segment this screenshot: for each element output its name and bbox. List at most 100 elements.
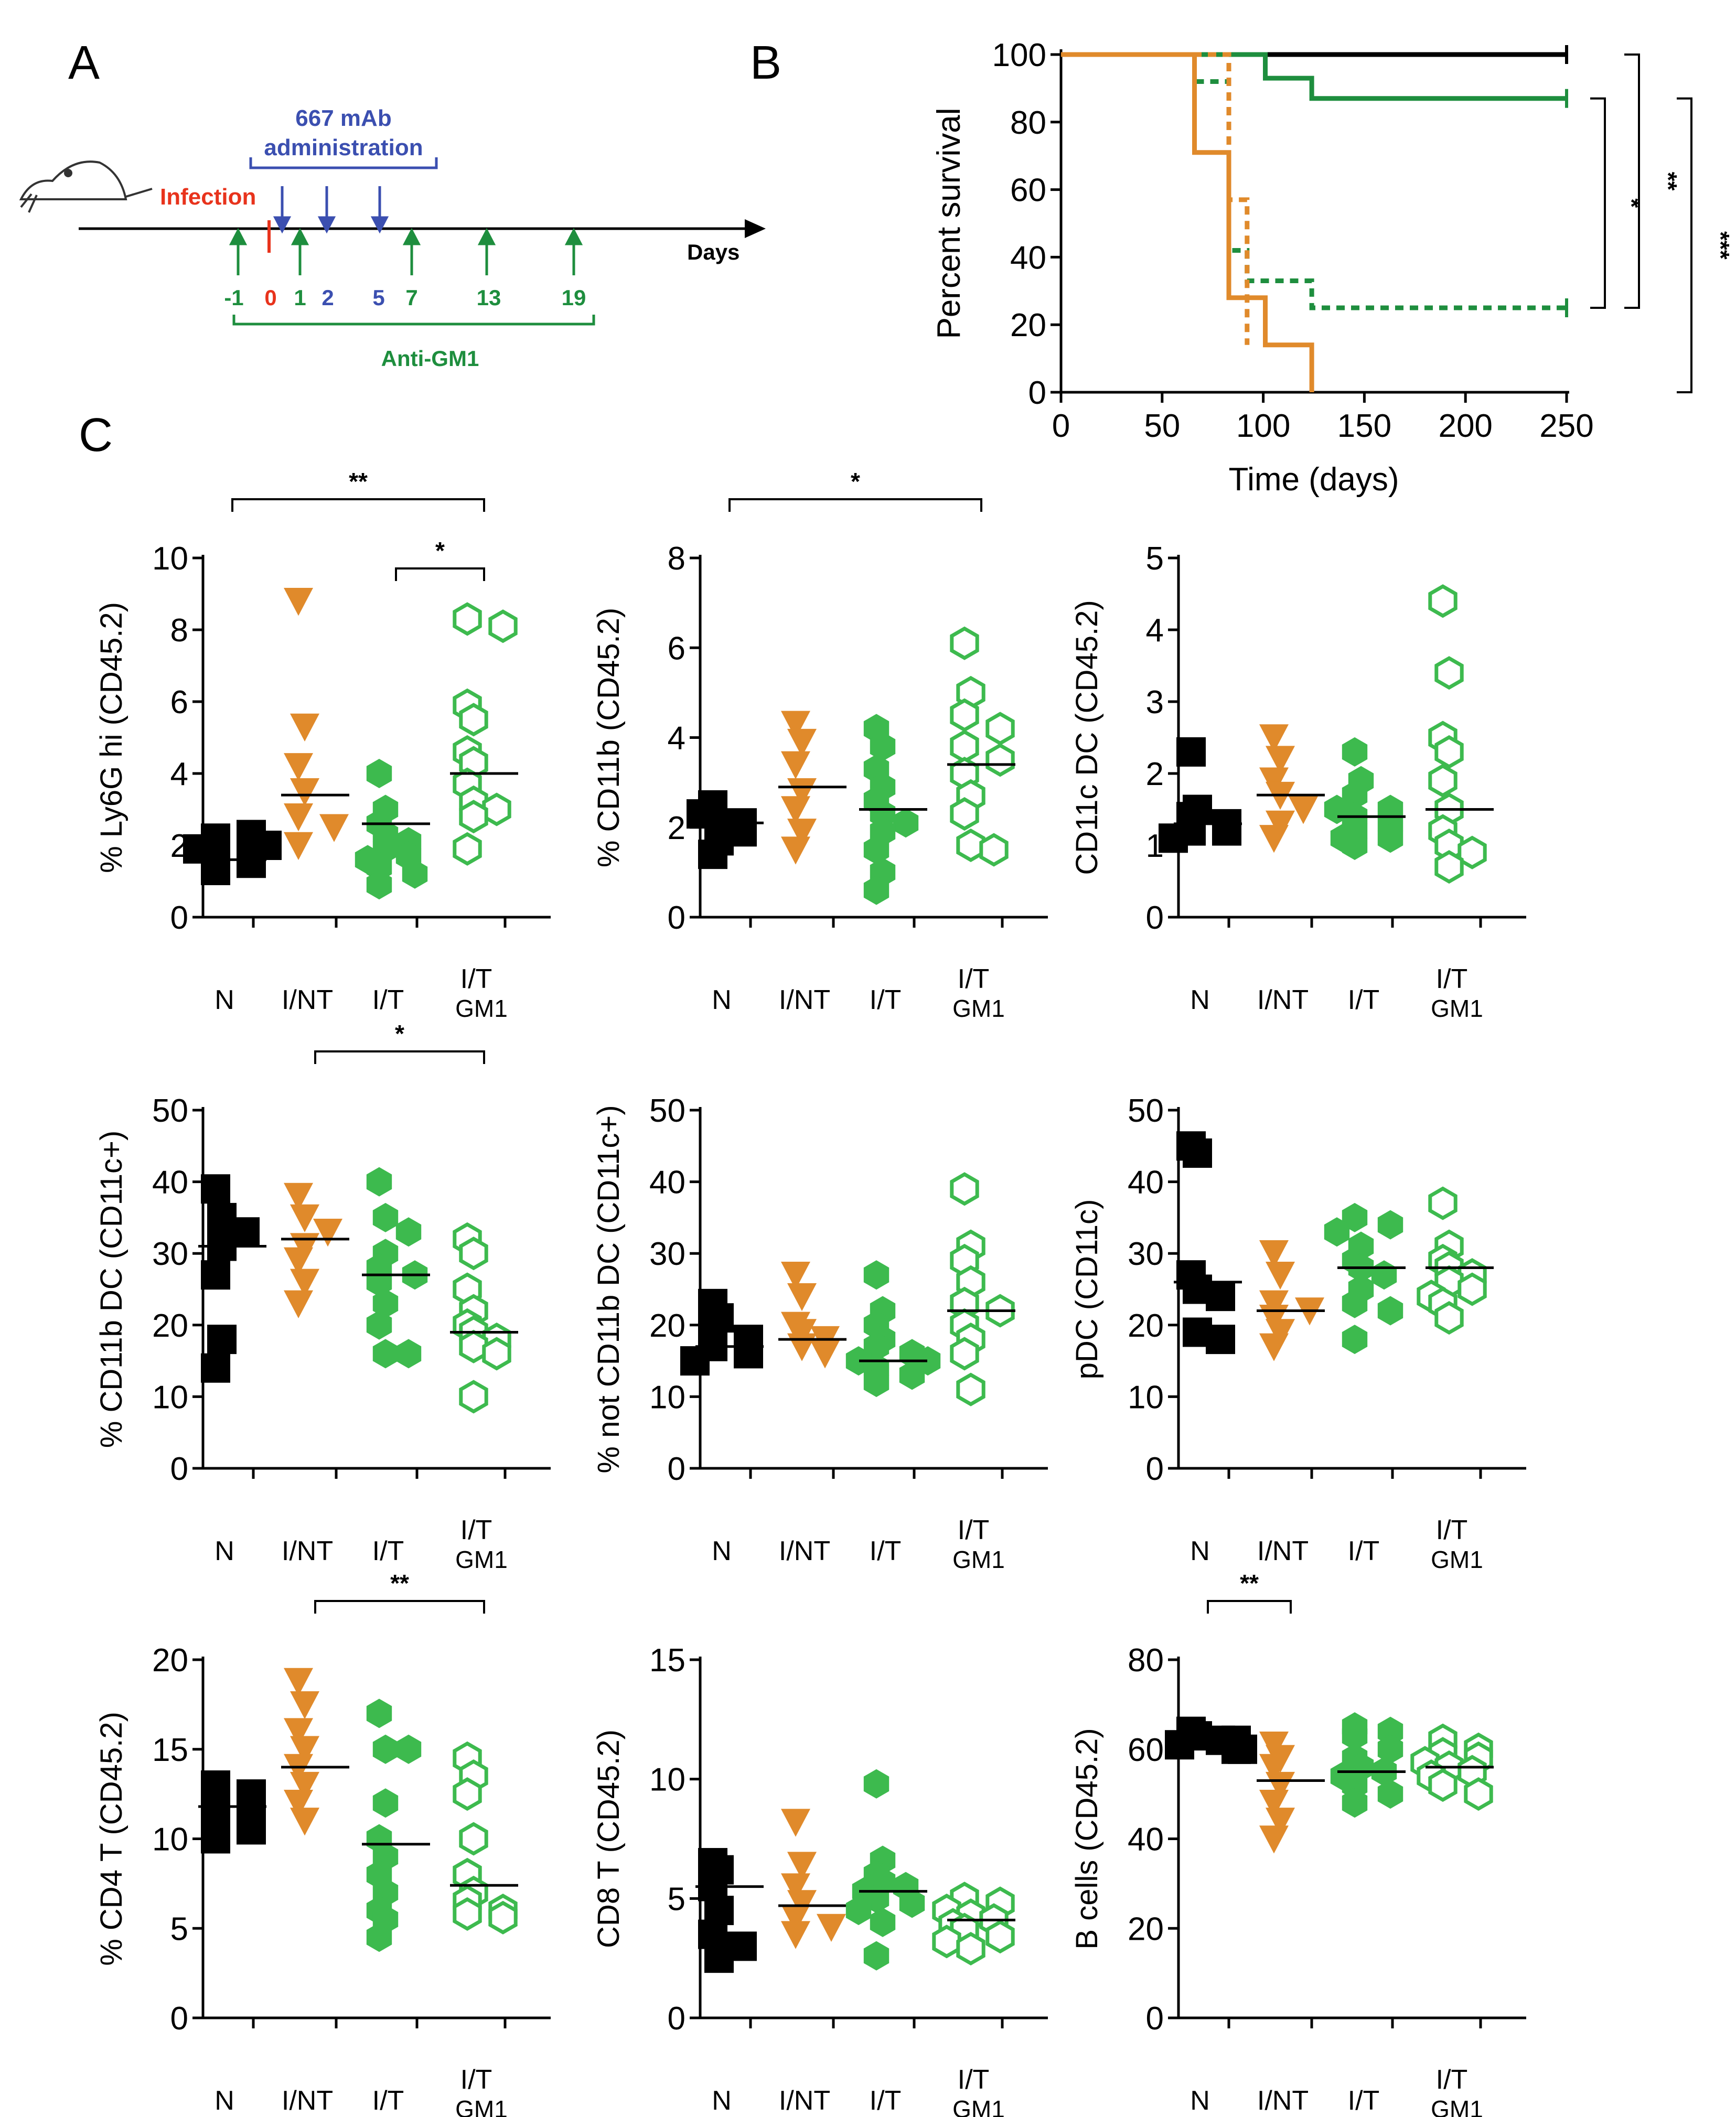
data-point: [313, 1219, 342, 1247]
group-label: I/T: [460, 964, 492, 994]
y-tick-label: 4: [1146, 612, 1164, 649]
significance-bracket: [231, 498, 485, 512]
data-point: [1183, 1138, 1212, 1168]
group-label-line2: GM1: [952, 1546, 1005, 1573]
significance-label: *: [1618, 198, 1645, 208]
data-point: [201, 1260, 230, 1290]
data-point: [1259, 1290, 1289, 1318]
day-label-antigm1: 13: [477, 285, 501, 310]
x-tick-label: 0: [1052, 408, 1070, 444]
timeline-arrowhead: [745, 219, 766, 238]
data-point: [985, 743, 1015, 777]
data-point: [1206, 1282, 1235, 1312]
y-axis-label: Percent survival: [931, 108, 967, 339]
y-tick-label: 2: [1146, 756, 1164, 792]
group-label: N: [712, 1536, 732, 1566]
significance-bracket: [1677, 97, 1692, 393]
group-label-line2: GM1: [1431, 2095, 1483, 2117]
y-tick-label: 30: [649, 1236, 685, 1272]
data-point: [1434, 1301, 1464, 1335]
group-label: I/T: [1348, 1536, 1380, 1566]
y-tick-label: 15: [649, 1642, 685, 1679]
data-point: [985, 712, 1015, 746]
data-point: [284, 1790, 313, 1818]
group-label: I/T: [372, 1536, 404, 1566]
y-tick-label: 100: [992, 37, 1046, 73]
y-tick-label: 40: [649, 1165, 685, 1201]
significance-bracket: [1207, 1600, 1292, 1614]
data-point: [1266, 746, 1295, 774]
data-point: [893, 808, 919, 838]
group-label: I/T: [1436, 1515, 1468, 1545]
mab-label-line2: administration: [264, 135, 423, 160]
y-tick-label: 40: [1128, 1822, 1164, 1858]
y-tick-label: 40: [1010, 240, 1046, 276]
data-point: [1324, 1217, 1350, 1247]
data-point: [284, 1247, 313, 1275]
significance-bracket: [314, 1600, 485, 1614]
significance-bracket: [1624, 53, 1640, 309]
y-tick-label: 10: [649, 1762, 685, 1798]
data-point: [1259, 1240, 1289, 1269]
data-point: [734, 1339, 763, 1369]
data-point: [985, 1920, 1015, 1954]
data-point: [1377, 1210, 1403, 1240]
group-label: N: [1190, 985, 1210, 1015]
significance-label: **: [1240, 1570, 1259, 1597]
treatment-schematic: Days Infection 667 mAb administration -1…: [19, 105, 766, 371]
data-point: [395, 1734, 422, 1764]
data-point: [372, 1202, 399, 1232]
group-label: N: [1190, 2086, 1210, 2116]
data-point: [787, 778, 817, 807]
survival-curve: [1061, 52, 1314, 392]
data-point: [366, 1310, 392, 1340]
x-tick-label: 100: [1236, 408, 1290, 444]
data-point: [1266, 810, 1295, 839]
data-point: [1259, 1790, 1289, 1818]
data-point: [1428, 1186, 1458, 1220]
data-point: [956, 828, 985, 863]
data-point: [1428, 1768, 1458, 1802]
data-point: [1259, 825, 1289, 853]
y-axis-label: % CD11b (CD45.2): [592, 608, 626, 867]
scatter-chart-notcd11bdc: 0 10 20 30 40 50 % not CD11b DC (CD11c+) N I/NT I…: [592, 1093, 1048, 1573]
data-point: [453, 1777, 482, 1811]
y-tick-label: 5: [668, 1881, 685, 1917]
group-label: I/T: [1348, 2086, 1380, 2116]
y-tick-label: 10: [152, 541, 188, 577]
data-point: [1259, 1825, 1289, 1854]
data-point: [1259, 1333, 1289, 1361]
y-tick-label: 20: [152, 1642, 188, 1679]
data-point: [395, 1339, 422, 1369]
data-point: [459, 1329, 488, 1363]
y-tick-label: 10: [1128, 1379, 1164, 1415]
y-tick-label: 0: [668, 1451, 685, 1487]
y-tick-label: 0: [170, 2001, 188, 2037]
significance-label: **: [349, 468, 368, 495]
group-label-line2: GM1: [455, 2095, 508, 2117]
data-point: [453, 1897, 482, 1931]
group-label-line2: GM1: [952, 2095, 1005, 2117]
data-point: [453, 602, 482, 636]
data-point: [1342, 737, 1368, 767]
data-point: [956, 1372, 985, 1406]
significance-label: **: [390, 1570, 409, 1597]
significance-bracket: [1590, 97, 1606, 309]
group-label: I/NT: [779, 1536, 830, 1566]
data-point: [1206, 1325, 1235, 1355]
group-label: N: [712, 2086, 732, 2116]
y-tick-label: 20: [1010, 307, 1046, 343]
group-label: I/T: [372, 2086, 404, 2116]
data-point: [950, 626, 979, 660]
data-point: [284, 753, 313, 781]
data-point: [290, 1204, 319, 1232]
data-point: [488, 1900, 518, 1935]
significance-label: ***: [1707, 231, 1734, 260]
data-point: [781, 796, 810, 824]
group-label: N: [215, 2086, 234, 2116]
